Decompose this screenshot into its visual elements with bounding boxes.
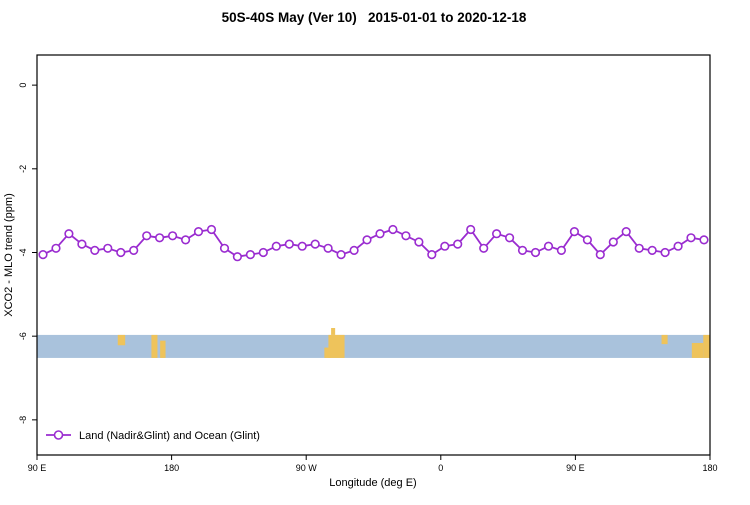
plot-border [36, 54, 711, 456]
data-point [323, 243, 333, 253]
data-point [556, 245, 567, 255]
data-point [258, 247, 268, 258]
data-point [647, 245, 657, 255]
band-patch [151, 334, 158, 358]
data-point [569, 227, 580, 237]
data-point [193, 227, 204, 237]
data-point [595, 250, 605, 260]
y-axis-label: XCO2 - MLO trend (ppm) [3, 193, 15, 316]
data-point [103, 243, 113, 253]
data-point [336, 250, 346, 260]
band-patch [324, 347, 331, 358]
data-point [129, 245, 139, 255]
y-tick-label: -4 [18, 248, 28, 256]
data-point [505, 233, 515, 243]
legend-label: Land (Nadir&Glint) and Ocean (Glint) [79, 430, 260, 442]
data-point [142, 231, 152, 241]
data-point [77, 239, 87, 249]
x-tick-label: 0 [438, 463, 443, 473]
band-patch [691, 342, 704, 358]
data-point [673, 241, 683, 251]
data-point [310, 239, 320, 249]
data-point [271, 241, 281, 251]
data-point [621, 227, 631, 237]
band-patch [328, 334, 345, 358]
band-patch [160, 340, 166, 358]
data-point [245, 250, 255, 260]
data-point [466, 224, 476, 235]
y-tick-label: -8 [18, 416, 28, 424]
data-point [634, 243, 644, 253]
x-tick-label: 180 [164, 463, 179, 473]
data-point [38, 250, 48, 260]
data-point [181, 235, 191, 245]
data-point [686, 233, 696, 243]
y-tick-label: 0 [18, 83, 28, 88]
plot-band [37, 334, 710, 358]
data-point [51, 243, 61, 253]
data-point [517, 245, 528, 255]
data-point [492, 229, 502, 239]
data-point [699, 235, 709, 245]
data-point [453, 239, 463, 249]
data-point [155, 233, 165, 243]
band-patch [331, 328, 336, 335]
data-point [660, 247, 670, 258]
data-point [414, 237, 424, 247]
data-point [219, 243, 230, 253]
trend-line [42, 228, 705, 258]
x-axis-label: Longitude (deg E) [329, 477, 416, 489]
data-point [168, 231, 178, 241]
band-patch [117, 334, 126, 346]
data-point [206, 224, 217, 235]
y-tick-label: -6 [18, 332, 28, 340]
data-point [349, 245, 359, 255]
chart-title: 50S-40S May (Ver 10) 2015-01-01 to 2020-… [222, 10, 527, 25]
data-point [297, 241, 307, 251]
data-point [388, 224, 398, 235]
x-tick-label: 180 [702, 463, 717, 473]
data-point [582, 235, 593, 245]
data-point [440, 241, 450, 251]
data-point [479, 243, 489, 253]
x-tick-label: 90 W [296, 463, 318, 473]
data-point [284, 239, 294, 249]
band-patch [661, 334, 668, 345]
x-tick-label: 90 E [28, 463, 47, 473]
legend-marker-icon [53, 430, 64, 440]
data-point [543, 241, 554, 251]
plot-layers: 90 E 180 90 W 0 90 E 180 0 -2 -4 -6 -8 [18, 83, 718, 473]
data-point [608, 237, 618, 247]
legend: Land (Nadir&Glint) and Ocean (Glint) [46, 430, 260, 442]
data-point [375, 229, 385, 239]
data-point [427, 250, 437, 260]
x-tick-label: 90 E [566, 463, 585, 473]
band-patch [703, 334, 710, 358]
data-point [116, 247, 126, 258]
data-point [232, 252, 242, 262]
data-point [90, 245, 100, 255]
data-point [530, 247, 541, 258]
data-point [401, 231, 411, 241]
data-point [64, 229, 74, 239]
data-point [362, 235, 372, 245]
y-tick-label: -2 [18, 165, 28, 173]
